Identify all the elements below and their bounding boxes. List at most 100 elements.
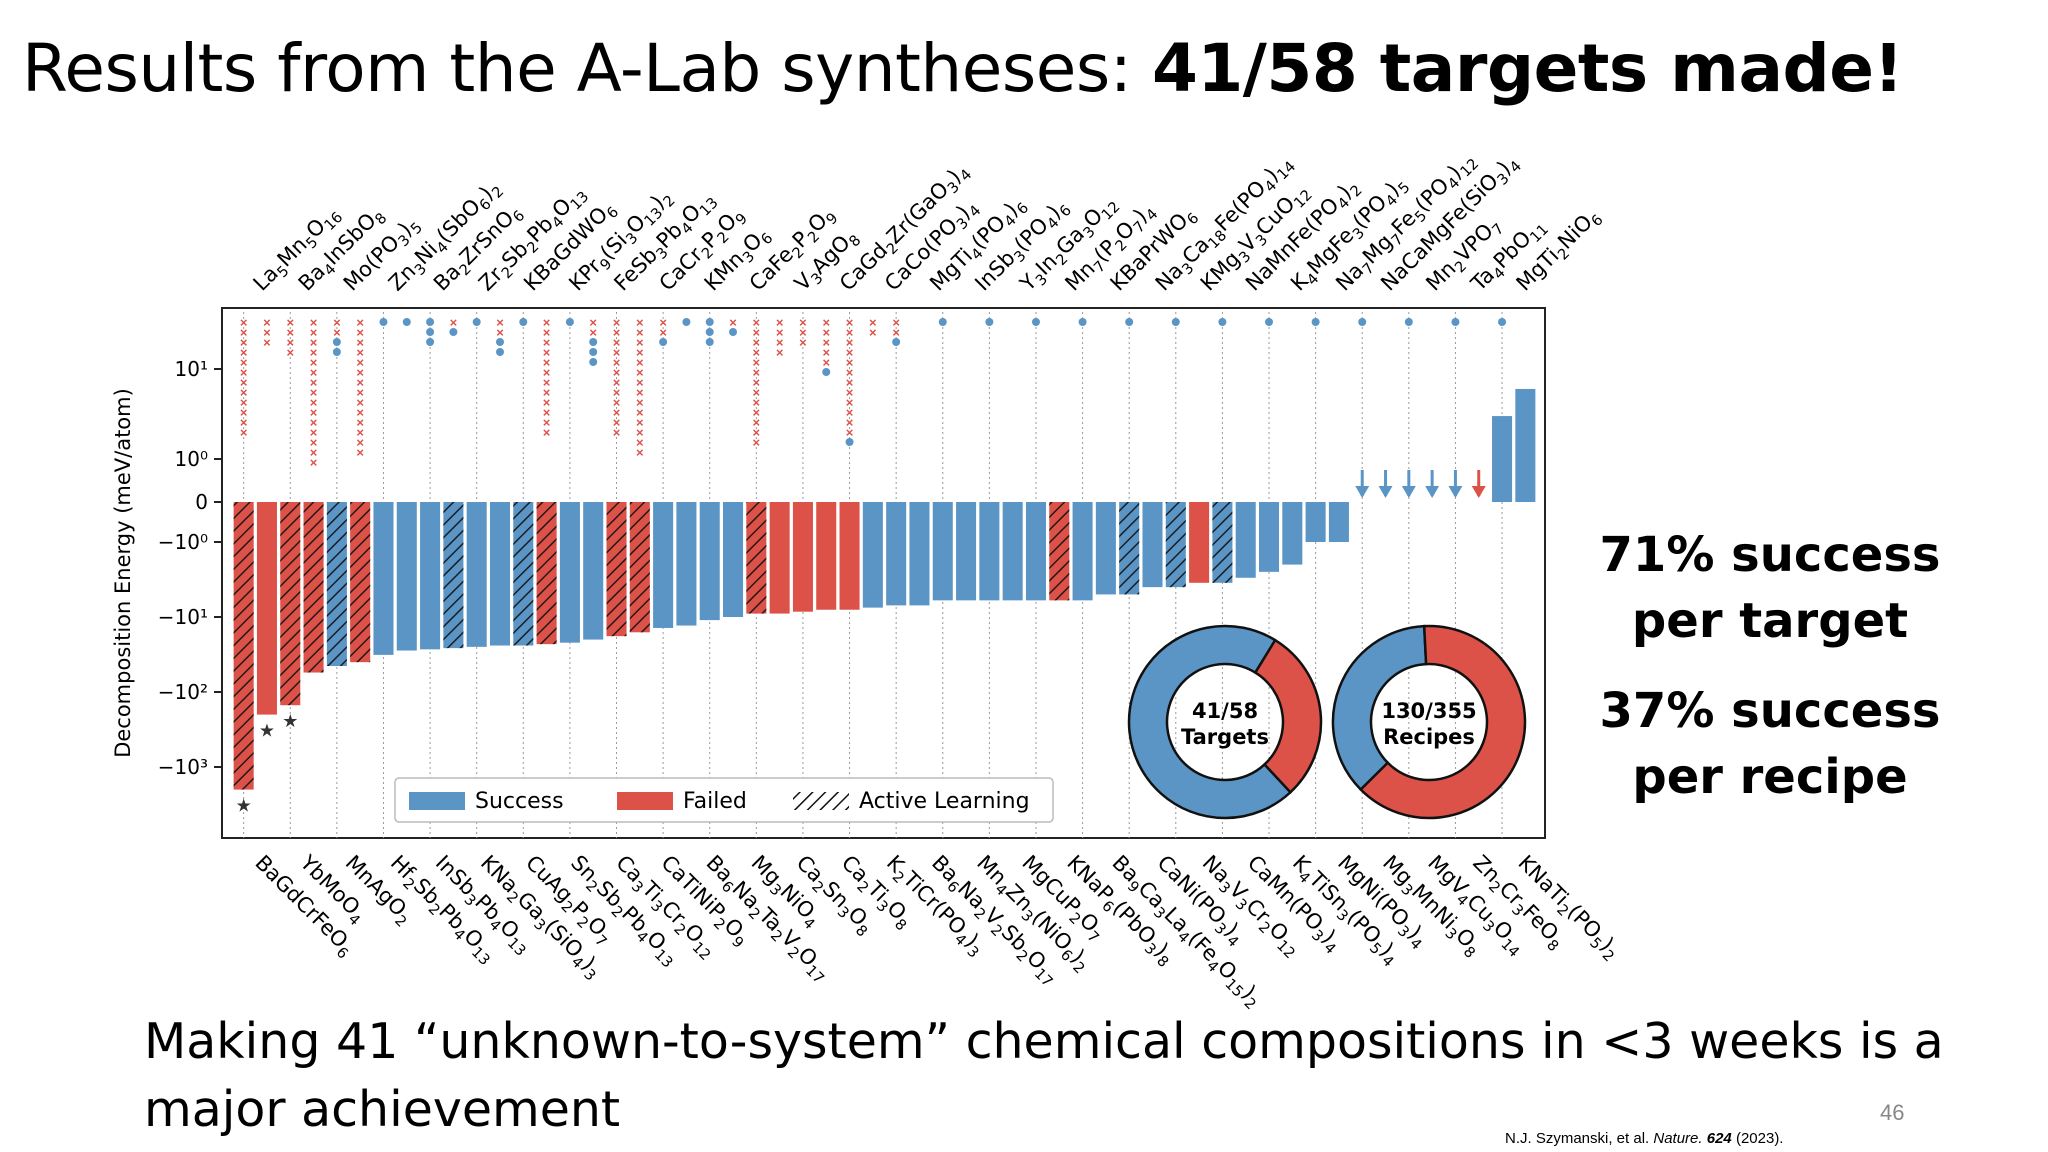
- bar: [1515, 388, 1536, 502]
- success-marker: [938, 318, 947, 326]
- success-marker: [519, 318, 528, 326]
- star-marker: ★: [259, 721, 275, 741]
- fail-marker: ×: [310, 385, 318, 400]
- y-tick-label: −10¹: [158, 605, 208, 629]
- page-number: 46: [1880, 1100, 1905, 1125]
- bar-hatch: [1165, 502, 1186, 588]
- bar-hatch: [350, 502, 371, 663]
- fail-marker: ×: [613, 395, 621, 410]
- success-marker: [1265, 318, 1274, 326]
- fail-marker: ×: [636, 335, 644, 350]
- bar: [1235, 502, 1256, 578]
- bar-hatch: [233, 502, 254, 790]
- donut-success-slice: [1331, 624, 1428, 792]
- fail-marker: ×: [240, 405, 248, 420]
- fail-marker: ×: [846, 415, 854, 430]
- bar-arrowhead: [1448, 486, 1463, 498]
- bar: [769, 502, 790, 614]
- success-marker: [682, 318, 691, 326]
- success-marker: [1358, 318, 1367, 326]
- fail-marker: ×: [543, 385, 551, 400]
- fail-marker: ×: [869, 315, 877, 330]
- citation-volume: 624: [1706, 1130, 1732, 1147]
- bars: ★ ★ ★: [233, 388, 1536, 816]
- attempt-markers: ××××××××××××××××××××××××××××××××××××××××…: [240, 315, 1507, 470]
- success-marker: [705, 338, 714, 346]
- fail-marker: ×: [356, 325, 364, 340]
- success-marker: [1498, 318, 1507, 326]
- fail-marker: ×: [613, 365, 621, 380]
- success-marker: [1311, 318, 1320, 326]
- fail-marker: ×: [310, 355, 318, 370]
- fail-marker: ×: [753, 335, 761, 350]
- fail-marker: ×: [356, 385, 364, 400]
- fail-marker: ×: [356, 375, 364, 390]
- bar: [792, 502, 813, 612]
- success-marker: [845, 438, 854, 446]
- bar-hatch: [326, 502, 347, 666]
- bar: [1095, 502, 1116, 595]
- fail-marker: ×: [240, 335, 248, 350]
- fail-marker: ×: [543, 365, 551, 380]
- bar: [489, 502, 511, 646]
- summary-text: Making 41 “unknown-to-system” chemical c…: [144, 1013, 1944, 1138]
- fail-marker: ×: [799, 335, 807, 350]
- slide-title-bold: 41/58 targets made!: [1151, 30, 1904, 107]
- success-marker: [589, 358, 598, 366]
- bar-hatch: [606, 502, 627, 637]
- success-marker: [1171, 318, 1180, 326]
- fail-marker: ×: [636, 345, 644, 360]
- fail-marker: ×: [613, 345, 621, 360]
- legend-swatch-failed: [617, 792, 673, 810]
- fail-marker: ×: [636, 355, 644, 370]
- bar: [559, 502, 580, 643]
- fail-marker: ×: [753, 435, 761, 450]
- fail-marker: ×: [753, 415, 761, 430]
- fail-marker: ×: [822, 325, 830, 340]
- fail-marker: ×: [496, 315, 504, 330]
- citation-authors: N.J. Szymanski, et al.: [1505, 1130, 1654, 1147]
- success-marker: [659, 338, 668, 346]
- fail-marker: ×: [356, 445, 364, 460]
- fail-marker: ×: [846, 325, 854, 340]
- fail-marker: ×: [822, 315, 830, 330]
- fail-marker: ×: [613, 335, 621, 350]
- bar-arrowhead: [1401, 486, 1416, 498]
- fail-marker: ×: [356, 365, 364, 380]
- fail-marker: ×: [310, 375, 318, 390]
- success-marker: [822, 368, 831, 376]
- bar: [956, 502, 977, 601]
- fail-marker: ×: [636, 415, 644, 430]
- y-tick-label: −10²: [158, 680, 208, 704]
- fail-marker: ×: [240, 325, 248, 340]
- success-marker: [402, 318, 411, 326]
- fail-marker: ×: [613, 315, 621, 330]
- fail-marker: ×: [543, 405, 551, 420]
- fail-marker: ×: [356, 345, 364, 360]
- fail-marker: ×: [543, 375, 551, 390]
- fail-marker: ×: [613, 375, 621, 390]
- legend-box: [394, 777, 1054, 823]
- success-marker: [449, 328, 458, 336]
- fail-marker: ×: [636, 325, 644, 340]
- y-tick-label: −10³: [158, 755, 208, 779]
- donut-label-name: Recipes: [1383, 725, 1475, 749]
- bottom-tick-label: KNa2​Ga3​(SiO4​)3​: [473, 851, 607, 985]
- fail-marker: ×: [543, 415, 551, 430]
- success-marker: [1404, 318, 1413, 326]
- bar-hatch: [280, 502, 301, 706]
- success-marker: [495, 348, 504, 356]
- fail-marker: ×: [776, 315, 784, 330]
- fail-marker: ×: [846, 385, 854, 400]
- bar: [396, 502, 417, 651]
- bar: [1305, 502, 1326, 542]
- fail-marker: ×: [240, 425, 248, 440]
- fail-marker: ×: [310, 435, 318, 450]
- stat2-line2: per recipe: [1632, 749, 1908, 805]
- bar-arrowhead: [1378, 486, 1393, 498]
- fail-marker: ×: [286, 325, 294, 340]
- success-marker: [426, 318, 435, 326]
- fail-marker: ×: [846, 335, 854, 350]
